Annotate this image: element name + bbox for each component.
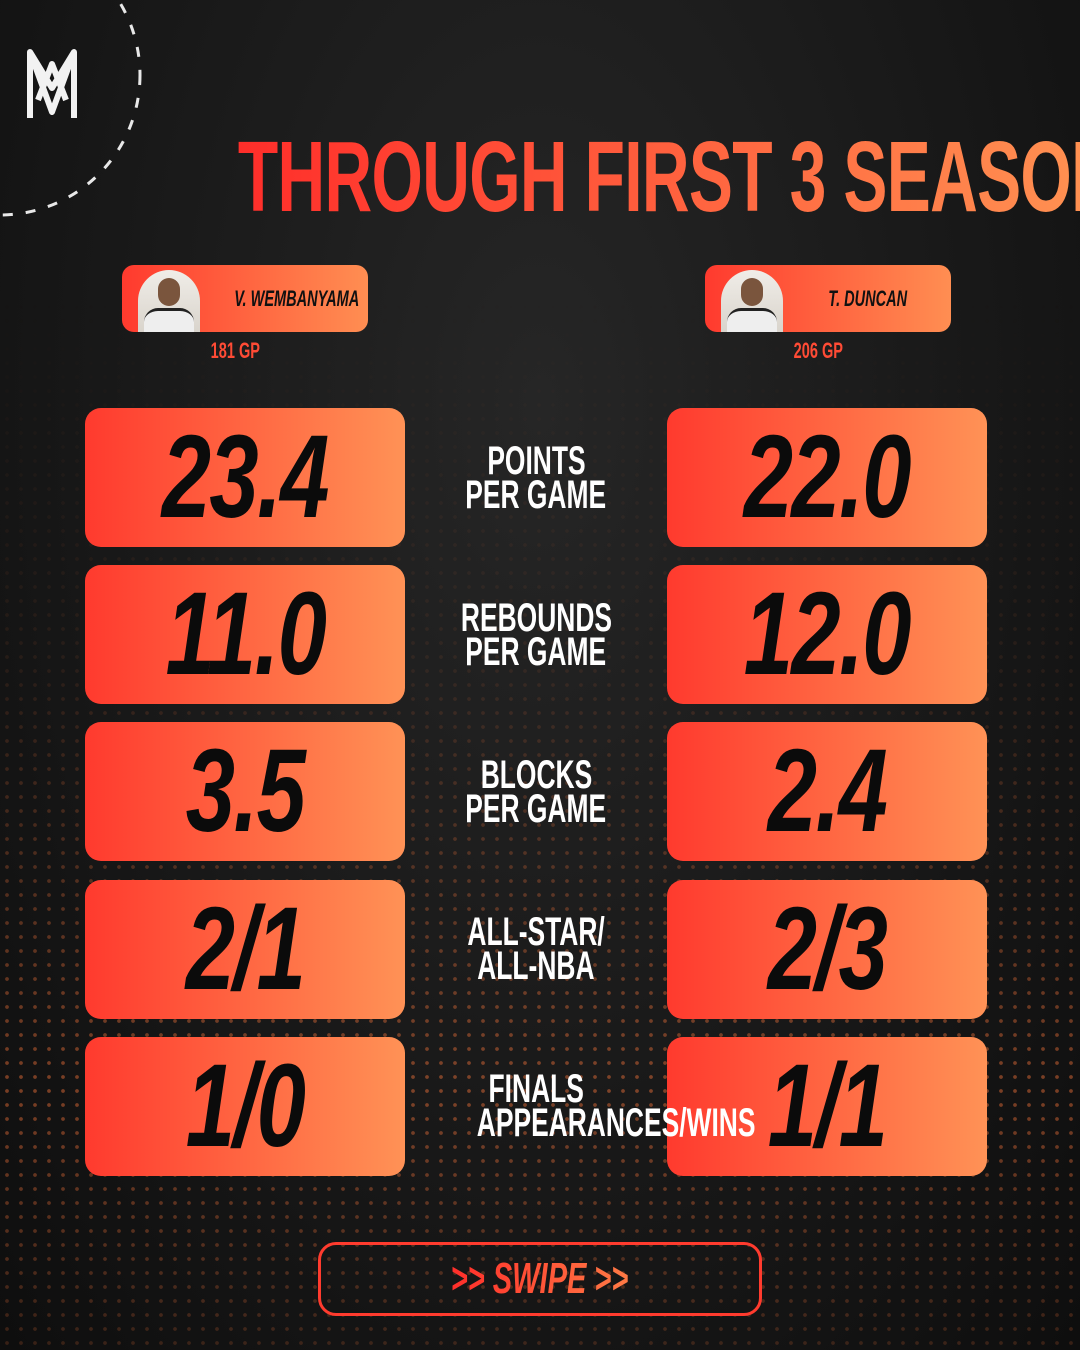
games-played-text: 181 GP	[210, 338, 260, 363]
stat-value: 2/1	[185, 882, 306, 1015]
player-photo	[138, 270, 200, 332]
player-name: V. WEMBANYAMA	[202, 265, 368, 332]
title: THROUGH FIRST 3 SEASONS	[0, 122, 1080, 232]
stat-value: 22.0	[743, 411, 912, 543]
logo-decoration	[0, 0, 142, 217]
stat-value: 3.5	[185, 725, 306, 858]
games-played: 206 GP	[695, 338, 941, 364]
stat-label-line: PER GAME	[405, 786, 667, 831]
stat-left: 2/1	[85, 879, 405, 1019]
stat-label: ALL-STAR/ALL-NBA	[405, 910, 667, 989]
stat-value: 2.4	[767, 725, 888, 858]
photo-head	[158, 278, 180, 306]
stat-right: 2.4	[667, 722, 987, 862]
stat-label-text: PER GAME	[465, 786, 607, 831]
player-name-text: T. DUNCAN	[828, 286, 908, 311]
stat-label-line: REBOUNDS	[405, 595, 667, 640]
stat-value: 12.0	[743, 568, 912, 701]
games-played-text: 206 GP	[793, 338, 843, 363]
photo-body	[727, 308, 777, 332]
stat-left: 23.4	[85, 408, 405, 547]
stat-label-text: ALL-NBA	[477, 944, 595, 989]
stat-label: BLOCKS PER GAME	[405, 752, 667, 831]
stat-label: REBOUNDS PER GAME	[405, 595, 667, 674]
player-photo	[721, 270, 783, 332]
player-badge: V. WEMBANYAMA	[122, 265, 368, 332]
stat-value: 11.0	[165, 568, 326, 701]
stat-left: 1/0	[85, 1036, 405, 1176]
stat-left: 3.5	[85, 722, 405, 862]
photo-head	[741, 278, 763, 306]
stat-label-text: APPEARANCES/WINS	[476, 1101, 756, 1146]
dashed-arc	[0, 0, 142, 217]
games-played: 181 GP	[112, 338, 358, 364]
stat-label-line: PER GAME	[405, 472, 667, 517]
stat-left: 11.0	[85, 565, 405, 705]
stat-label-line: ALL-NBA	[405, 944, 667, 989]
stat-right: 12.0	[667, 565, 987, 705]
stat-label-line: ALL-STAR/	[405, 910, 667, 955]
swipe-text: >> SWIPE >>	[451, 1245, 629, 1313]
stat-label-line: PER GAME	[405, 629, 667, 674]
swipe-button[interactable]: >> SWIPE >>	[318, 1242, 762, 1316]
title-text: THROUGH FIRST 3 SEASONS	[238, 122, 1080, 232]
stat-label-text: BLOCKS	[480, 752, 592, 797]
stat-value: 1/0	[185, 1039, 306, 1172]
player-name: T. DUNCAN	[785, 265, 951, 332]
stat-label-text: FINALS	[488, 1067, 584, 1112]
stat-label-text: PER GAME	[465, 629, 607, 674]
stat-right: 22.0	[667, 408, 987, 547]
player-badge: T. DUNCAN	[705, 265, 951, 332]
stat-right: 1/1	[667, 1036, 987, 1176]
stat-label-text: POINTS	[486, 438, 586, 483]
stat-label-line: FINALS	[405, 1067, 667, 1112]
stat-value: 2/3	[767, 882, 888, 1015]
stat-label: POINTS PER GAME	[405, 438, 667, 517]
stat-label-line: APPEARANCES/WINS	[405, 1103, 756, 1143]
stat-right: 2/3	[667, 879, 987, 1019]
stat-value: 1/1	[767, 1039, 888, 1172]
stat-label-line: BLOCKS	[405, 752, 667, 797]
stat-label: FINALS APPEARANCES/WINS	[405, 1067, 756, 1143]
stat-label-text: ALL-STAR/	[467, 910, 605, 955]
photo-body	[144, 308, 194, 332]
stat-label-line: POINTS	[405, 438, 667, 483]
stat-label-text: PER GAME	[465, 472, 607, 517]
stat-label-text: REBOUNDS	[460, 595, 612, 640]
stat-value: 23.4	[161, 411, 330, 543]
logo	[27, 49, 77, 118]
player-name-text: V. WEMBANYAMA	[234, 286, 360, 311]
